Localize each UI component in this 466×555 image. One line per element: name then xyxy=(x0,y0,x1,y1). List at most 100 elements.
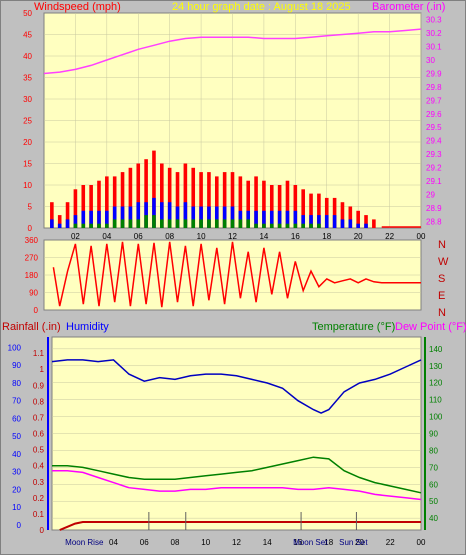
windspeed-tick-label: 30 xyxy=(23,95,32,104)
gust-bar xyxy=(324,197,329,228)
gust-bar xyxy=(160,163,164,228)
rainfall-tick-label: 0.5 xyxy=(33,446,45,455)
avg-wind-bar xyxy=(191,206,196,228)
barometer-tick-label: 30.3 xyxy=(426,16,442,25)
min-wind-bar xyxy=(222,219,227,228)
barometer-tick-label: 29 xyxy=(426,190,435,199)
temperature-tick-label: 120 xyxy=(429,379,443,388)
min-wind-bar xyxy=(81,223,86,228)
humidity-tick-label: 20 xyxy=(12,485,21,494)
avg-wind-bar xyxy=(332,215,337,228)
avg-wind-bar xyxy=(57,223,62,228)
windspeed-tick-label: 25 xyxy=(23,117,32,126)
min-wind-bar xyxy=(191,219,196,228)
avg-wind-bar xyxy=(50,219,54,228)
rainfall-tick-label: 0 xyxy=(40,526,45,535)
rainfall-tick-label: 0.3 xyxy=(33,478,45,487)
avg-wind-bar xyxy=(269,210,274,228)
avg-wind-bar xyxy=(285,210,290,228)
avg-wind-bar xyxy=(340,219,345,228)
avg-wind-bar xyxy=(277,210,282,228)
x-tick-label: 06 xyxy=(134,232,143,241)
min-wind-bar xyxy=(230,219,235,228)
temperature-tick-label: 140 xyxy=(429,345,443,354)
gust-bar xyxy=(285,180,290,228)
compass-label: N xyxy=(438,239,446,251)
astro-markers: Moon Rise Moon Set Sun Set xyxy=(65,512,368,547)
humidity-tick-label: 100 xyxy=(8,343,22,352)
min-wind-bar xyxy=(136,219,141,228)
x-tick-label: 18 xyxy=(324,538,333,547)
humidity-tick-label: 80 xyxy=(12,379,21,388)
avg-wind-bar xyxy=(183,202,188,228)
min-wind-bar xyxy=(199,219,203,228)
x-tick-label: 20 xyxy=(355,538,364,547)
min-wind-bar xyxy=(167,219,172,228)
avg-wind-bar xyxy=(120,206,125,228)
barometer-tick-label: 29.2 xyxy=(426,164,442,173)
min-wind-bar xyxy=(317,223,321,228)
x-tick-label: 00 xyxy=(417,538,426,547)
temperature-tick-label: 60 xyxy=(429,480,438,489)
min-wind-bar xyxy=(262,223,266,228)
humidity-tick-label: 50 xyxy=(12,432,21,441)
min-wind-bar xyxy=(254,223,258,228)
avg-wind-bar xyxy=(324,215,329,228)
temperature-tick-label: 80 xyxy=(429,446,438,455)
gust-bar xyxy=(50,202,54,228)
min-wind-bar xyxy=(120,219,125,228)
avg-wind-bar xyxy=(364,223,368,228)
windspeed-tick-label: 0 xyxy=(28,224,33,233)
x-tick-label: 10 xyxy=(201,538,210,547)
compass-label: S xyxy=(438,273,445,285)
rainfall-tick-label: 0.4 xyxy=(33,462,45,471)
gust-bar xyxy=(89,185,93,228)
astro-label: Moon Set xyxy=(293,538,328,547)
x-tick-label: 04 xyxy=(102,232,111,241)
temperature-tick-label: 130 xyxy=(429,362,443,371)
windspeed-tick-label: 15 xyxy=(23,160,32,169)
gust-bar xyxy=(246,180,251,228)
gust-bar xyxy=(340,202,345,228)
gust-bar xyxy=(65,202,70,228)
barometer-axis-label: Barometer (.in) xyxy=(372,1,445,13)
gust-bar xyxy=(112,176,117,228)
avg-wind-bar xyxy=(262,210,266,228)
compass-label: E xyxy=(438,290,445,302)
rainfall-tick-label: 0.2 xyxy=(33,494,45,503)
min-wind-bar xyxy=(89,223,93,228)
x-tick-label: 00 xyxy=(417,232,426,241)
gust-bar xyxy=(293,185,298,228)
windspeed-tick-label: 40 xyxy=(23,52,32,61)
min-wind-bar xyxy=(144,215,148,228)
gust-bar xyxy=(199,172,203,228)
humidity-tick-label: 70 xyxy=(12,397,21,406)
rainfall-tick-label: 0.8 xyxy=(33,397,45,406)
gust-bar xyxy=(128,167,133,228)
humidity-tick-label: 10 xyxy=(12,503,21,512)
gust-bar xyxy=(167,167,172,228)
barometer-tick-label: 28.9 xyxy=(426,204,442,213)
min-wind-bar xyxy=(238,219,243,228)
gust-bar xyxy=(254,176,258,228)
x-tick-label: 12 xyxy=(232,538,241,547)
temperature-tick-label: 40 xyxy=(429,514,438,523)
x-tick-label: 06 xyxy=(140,538,149,547)
avg-wind-bar xyxy=(222,206,227,228)
direction-ticks: 0 90 180 270 360 xyxy=(25,236,39,315)
temperature-line xyxy=(52,456,422,494)
min-wind-bar xyxy=(277,223,282,228)
x-tick-label: 10 xyxy=(197,232,206,241)
rain-line xyxy=(59,521,421,531)
gust-bar xyxy=(183,163,188,228)
avg-wind-bar xyxy=(348,219,353,228)
x-tick-label: 02 xyxy=(71,232,80,241)
windspeed-tick-label: 45 xyxy=(23,31,32,40)
humidity-tick-label: 0 xyxy=(17,521,22,530)
avg-wind-bar xyxy=(301,215,305,228)
humidity-tick-label: 40 xyxy=(12,450,21,459)
rainfall-axis-label: Rainfall (.in) xyxy=(2,321,61,333)
avg-wind-bar xyxy=(136,202,141,228)
avg-wind-bar xyxy=(207,206,211,228)
